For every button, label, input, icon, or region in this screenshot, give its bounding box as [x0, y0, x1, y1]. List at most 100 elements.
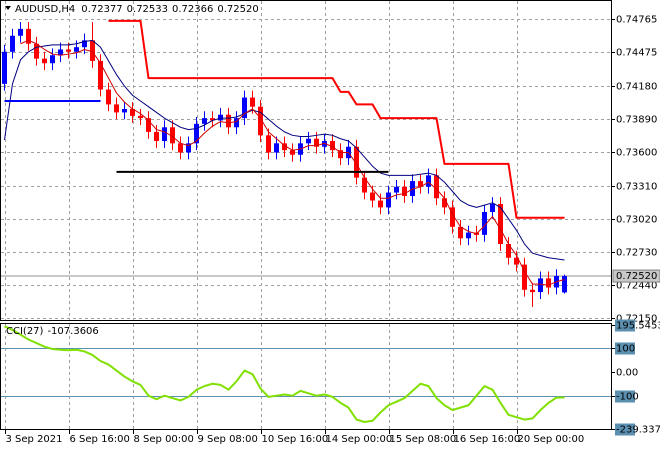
- candle-body: [458, 226, 463, 239]
- candle-body: [418, 181, 423, 187]
- candle-body: [330, 141, 335, 151]
- collapse-arrow[interactable]: [5, 6, 11, 10]
- candle-body: [530, 289, 535, 293]
- candle-body: [258, 106, 263, 136]
- candle-body: [362, 177, 367, 193]
- candle-body: [210, 118, 215, 121]
- candle-body: [450, 207, 455, 227]
- candle-body: [194, 123, 199, 144]
- candle-body: [338, 150, 343, 159]
- x-tick-label: 16 Sep 16:00: [454, 434, 521, 445]
- candle-body: [322, 141, 327, 147]
- candle-body: [250, 97, 255, 107]
- y-tick-label: 0.73310: [616, 182, 657, 193]
- candle-body: [546, 278, 551, 288]
- x-tick-label: 10 Sep 16:00: [262, 434, 329, 445]
- candle-body: [42, 58, 47, 64]
- candle-body: [354, 146, 359, 178]
- candle-body: [162, 127, 167, 142]
- y-tick-label: 100: [616, 344, 635, 355]
- candle-body: [442, 198, 447, 208]
- candle-body: [402, 186, 407, 196]
- y-tick-label: 0.72150: [616, 314, 657, 325]
- candle-body: [370, 192, 375, 201]
- tick-label-box: [615, 319, 635, 332]
- moving-average-line: [20, 39, 565, 286]
- candle-body: [226, 114, 231, 128]
- x-tick-label: 15 Sep 08:00: [390, 434, 457, 445]
- candle-body: [426, 175, 431, 187]
- candle-body: [106, 89, 111, 105]
- candle-body: [122, 108, 127, 113]
- candle-body: [562, 276, 567, 293]
- candle-body: [26, 28, 31, 44]
- candle-body: [202, 118, 207, 124]
- y-tick-label: 0.73600: [616, 148, 657, 159]
- candle-body: [66, 49, 71, 52]
- candle-body: [434, 175, 439, 199]
- candle-body: [306, 138, 311, 144]
- y-tick-label: 0.73020: [616, 215, 657, 226]
- candle-body: [242, 97, 247, 119]
- candle-body: [386, 192, 391, 208]
- high-value: 0.72533: [127, 4, 168, 15]
- candle-body: [146, 118, 151, 132]
- candle-body: [82, 40, 87, 48]
- candle-body: [538, 278, 543, 293]
- current-price-box: [612, 269, 660, 283]
- tick-label-box: [615, 342, 635, 355]
- candle-body: [506, 244, 511, 258]
- candle-body: [98, 60, 103, 90]
- candle-body: [138, 115, 143, 119]
- candle-body: [234, 118, 239, 128]
- symbol: AUDUSD,H4: [15, 4, 75, 15]
- main-panel-frame: [0, 0, 612, 321]
- candle-body: [522, 264, 527, 290]
- candle-body: [50, 55, 55, 64]
- current-price-label: 0.72520: [616, 271, 657, 282]
- candle-body: [490, 203, 495, 212]
- moving-average-line: [4, 39, 565, 261]
- candle-body: [314, 138, 319, 147]
- tick-label-box: [615, 390, 635, 403]
- y-tick-label: 0.73890: [616, 115, 657, 126]
- candle-body: [282, 143, 287, 151]
- y-tick-label: 0.72730: [616, 248, 657, 259]
- candle-body: [410, 181, 415, 196]
- y-tick-label: -239.337: [616, 425, 660, 436]
- candle-body: [10, 35, 15, 52]
- candle-body: [186, 143, 191, 153]
- open-value: 0.72377: [81, 4, 122, 15]
- candle-body: [34, 43, 39, 59]
- candle-body: [394, 186, 399, 193]
- y-tick-label: 0.72440: [616, 281, 657, 292]
- y-tick-label: 0.00: [616, 368, 638, 379]
- x-tick-label: 8 Sep 00:00: [134, 434, 194, 445]
- candle-body: [90, 40, 95, 61]
- candle-body: [378, 200, 383, 208]
- indicator-name: CCI(27): [6, 326, 44, 337]
- chart-header: AUDUSD,H4 0.72377 0.72533 0.72366 0.72520: [15, 4, 259, 15]
- candle-body: [154, 131, 159, 142]
- low-value: 0.72366: [172, 4, 213, 15]
- candle-body: [482, 211, 487, 235]
- candle-body: [218, 114, 223, 121]
- y-tick-label: 0.74765: [616, 15, 657, 26]
- candle-body: [130, 108, 135, 116]
- indicator-line: [4, 325, 565, 423]
- candle-body: [18, 28, 23, 36]
- y-tick-label: -100: [616, 392, 639, 403]
- candle-body: [114, 104, 119, 113]
- plot-layer: [1, 1, 612, 429]
- candle-body: [178, 143, 183, 153]
- x-tick-label: 14 Sep 00:00: [326, 434, 393, 445]
- y-tick-label: 0.74180: [616, 82, 657, 93]
- moving-average-line: [108, 19, 565, 219]
- candle-body: [498, 203, 503, 245]
- indicator-value: -107.3606: [47, 326, 98, 337]
- y-tick-label: 195.5453: [616, 321, 660, 332]
- x-tick-label: 9 Sep 08:00: [198, 434, 258, 445]
- candle-body: [74, 47, 79, 52]
- x-tick-label: 20 Sep 00:00: [518, 434, 585, 445]
